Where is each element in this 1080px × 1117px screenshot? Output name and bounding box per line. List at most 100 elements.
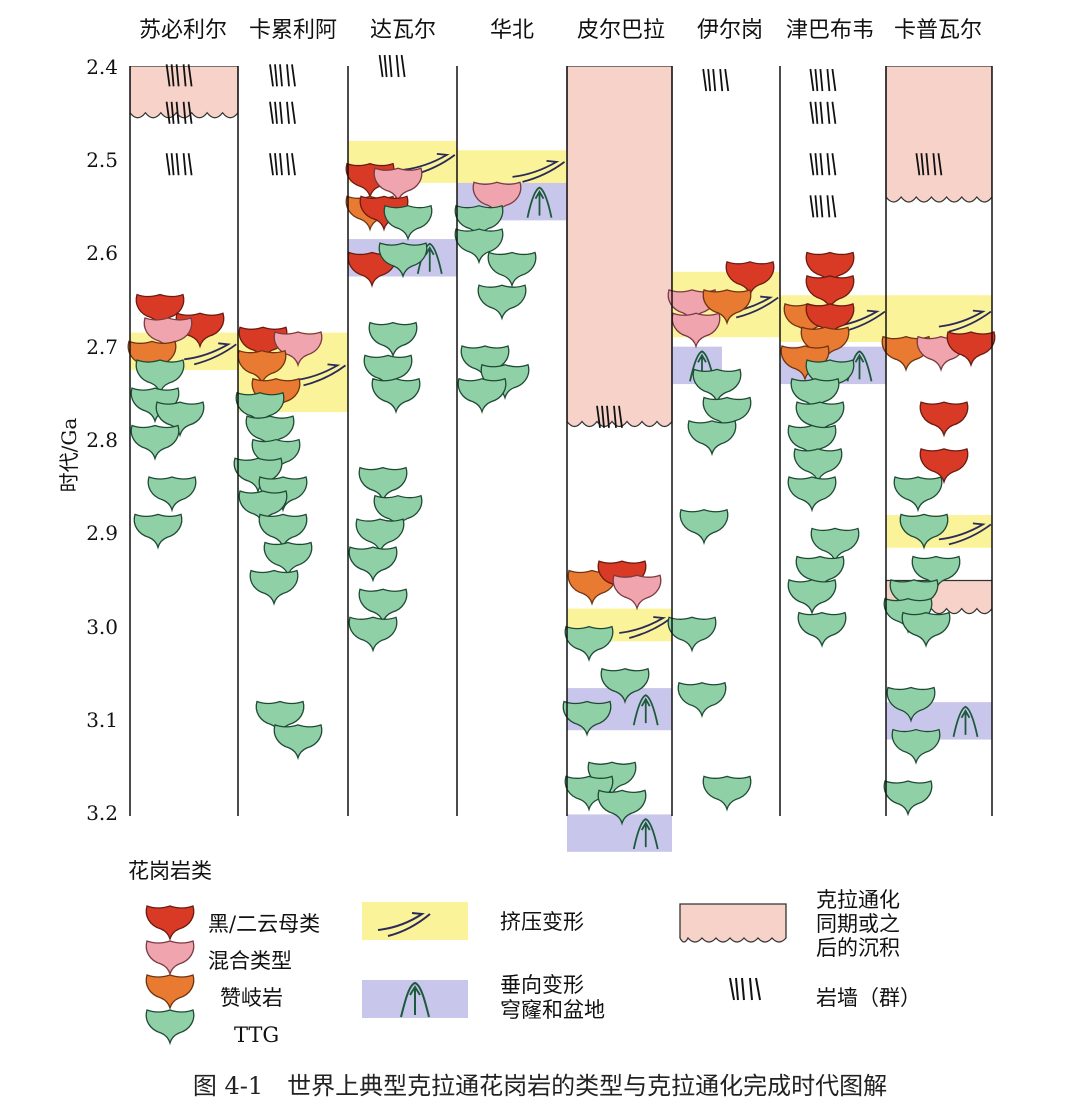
ttg-granite-symbol	[893, 476, 943, 513]
y-tick-label: 2.6	[86, 241, 118, 265]
ttg-granite-symbol	[790, 377, 840, 415]
biotite-granite-symbol	[135, 293, 185, 330]
dyke-mark	[269, 64, 296, 87]
y-tick-label: 2.5	[86, 148, 118, 172]
dome-icon	[526, 186, 553, 218]
dyke-mark	[809, 153, 837, 176]
mixed-granite-symbol	[373, 167, 423, 204]
y-tick-label: 3.2	[86, 801, 118, 825]
legend-sanukitoid-label: 赞岐岩	[220, 986, 283, 1010]
biotite-granite-symbol	[805, 274, 855, 312]
biotite-granite-symbol	[946, 331, 996, 368]
column-separators	[129, 66, 993, 816]
dyke-mark	[165, 101, 193, 124]
compression-icon	[938, 309, 992, 333]
legend-sediment-label-2: 同期或之	[816, 912, 900, 936]
ttg-granite-symbol	[797, 611, 847, 648]
ttg-granite-symbol	[787, 476, 837, 513]
legend-biotite-label: 黑/二云母类	[208, 912, 320, 936]
y-axis: 2.4 2.5 2.6 2.7 2.8 2.9 3.0 3.1 3.2 时代/G…	[57, 55, 118, 825]
ttg-granite-symbol	[787, 424, 837, 461]
legend-compression-box	[362, 902, 468, 940]
legend-sediment-label-1: 克拉通化	[816, 888, 900, 912]
ttg-granite-symbol	[787, 579, 837, 616]
ttg-granite-symbol	[891, 728, 941, 765]
ttg-granite-symbol	[371, 377, 421, 415]
ttg-granite-symbol	[373, 494, 423, 532]
legend-sanukitoid-symbol	[145, 974, 195, 1011]
ttg-granite-symbol	[378, 242, 428, 279]
mixed-granite-symbol	[671, 312, 721, 349]
ttg-granite-symbol	[383, 204, 433, 242]
dyke-mark	[269, 101, 296, 124]
legend-sediment-box	[679, 903, 787, 943]
compression-icon	[512, 160, 566, 183]
col-header-karelia: 卡累利阿	[249, 18, 337, 43]
legend-ttg-label: TTG	[234, 1023, 279, 1047]
mixed-granite-symbol	[143, 317, 193, 354]
ttg-granite-symbol	[793, 448, 843, 485]
ttg-granite-symbol	[667, 616, 717, 653]
y-tick-label: 2.4	[86, 55, 118, 79]
y-tick-label: 3.0	[86, 615, 118, 639]
ttg-granite-symbol	[348, 616, 398, 653]
ttg-granite-symbol	[358, 588, 408, 625]
col-header-dharwar: 达瓦尔	[370, 18, 436, 43]
y-tick-label: 3.1	[86, 708, 118, 732]
ttg-granite-symbol	[597, 789, 647, 826]
legend-mixed-symbol	[145, 940, 195, 977]
ttg-granite-symbol	[454, 228, 504, 265]
mixed-granite-symbol	[273, 331, 323, 368]
ttg-granite-symbol	[368, 321, 418, 358]
ttg-granite-symbol	[810, 527, 860, 564]
granite-symbols	[127, 162, 996, 826]
ttg-granite-symbol	[679, 508, 729, 546]
dome-icon	[632, 818, 659, 850]
legend-compression-icon	[377, 912, 431, 937]
mixed-granite-symbol	[472, 181, 522, 218]
ttg-granite-symbol	[795, 401, 845, 438]
ttg-granite-symbol	[477, 284, 527, 321]
legend-dyke-icon	[729, 977, 761, 1001]
legend-ttg-symbol	[145, 1009, 195, 1046]
col-header-superior: 苏必利尔	[139, 18, 227, 43]
y-axis-label: 时代/Ga	[57, 418, 81, 493]
ttg-granite-symbol	[147, 476, 197, 513]
ttg-granite-symbol	[135, 359, 185, 396]
dyke-mark	[809, 68, 837, 92]
ttg-granite-symbol	[702, 775, 752, 812]
biotite-granite-symbol	[919, 401, 969, 438]
ttg-granite-symbol	[355, 518, 405, 555]
ttg-granite-symbol	[911, 555, 961, 592]
mixed-granite-symbol	[612, 574, 662, 611]
y-tick-label: 2.7	[86, 335, 118, 359]
compression-icon	[184, 342, 237, 366]
legend-vertical-label-2: 穹窿和盆地	[500, 998, 605, 1022]
ttg-granite-symbol	[245, 415, 295, 452]
ttg-granite-symbol	[883, 780, 933, 817]
legend-vertical-icon	[400, 981, 430, 1018]
legend-vertical-label-1: 垂向变形	[500, 973, 584, 997]
ttg-granite-symbol	[249, 569, 299, 606]
dyke-mark	[269, 153, 296, 176]
ttg-granite-symbol	[133, 513, 183, 550]
biotite-granite-symbol	[805, 303, 855, 340]
ttg-granite-symbol	[363, 354, 413, 391]
ttg-granite-symbol	[235, 391, 285, 429]
legend-biotite-symbol	[145, 905, 195, 942]
biotite-granite-symbol	[805, 251, 855, 288]
dyke-mark	[378, 54, 406, 78]
sediment-band	[566, 66, 673, 428]
ttg-granite-symbol	[454, 204, 504, 242]
col-header-kaapvaal: 卡普瓦尔	[894, 18, 982, 43]
legend-dyke-label: 岩墙（群）	[816, 986, 921, 1010]
biotite-granite-symbol	[919, 448, 969, 485]
ttg-granite-symbol	[358, 466, 408, 503]
dyke-mark	[702, 68, 730, 92]
compression-icon	[938, 522, 992, 546]
y-tick-label: 2.8	[86, 428, 118, 452]
y-tick-label: 2.9	[86, 521, 118, 545]
ttg-granite-symbol	[899, 513, 949, 550]
compression-band	[457, 150, 567, 188]
